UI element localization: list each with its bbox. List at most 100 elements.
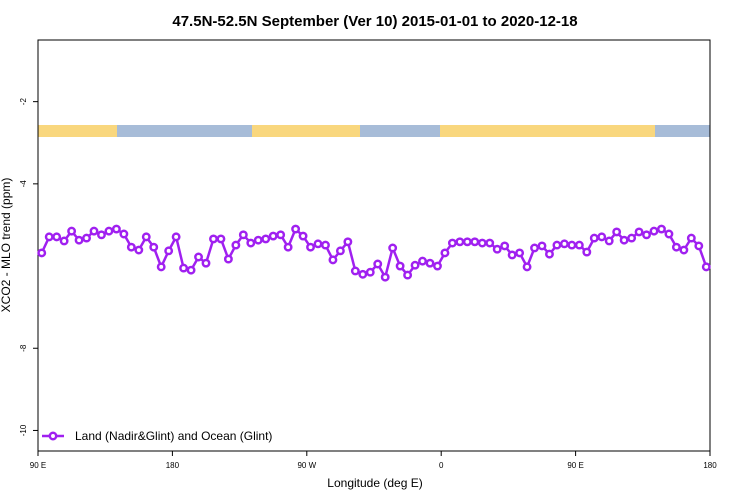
- x-tick-label: 90 E: [30, 461, 46, 470]
- data-point: [164, 246, 174, 256]
- data-point: [321, 240, 330, 250]
- data-point: [276, 230, 286, 240]
- data-point: [552, 240, 562, 250]
- data-point: [418, 256, 427, 266]
- data-point: [530, 243, 539, 253]
- data-point: [433, 261, 442, 271]
- legend-entry: Land (Nadir&Glint) and Ocean (Glint): [42, 429, 272, 443]
- data-point: [335, 246, 345, 256]
- data-point: [186, 265, 196, 275]
- legend-marker: [48, 431, 58, 441]
- data-point: [253, 235, 263, 245]
- data-point: [343, 237, 353, 247]
- data-point: [261, 234, 271, 244]
- data-point: [574, 240, 584, 250]
- data-point: [671, 242, 681, 252]
- data-point: [231, 240, 241, 250]
- data-point: [634, 227, 644, 237]
- data-point: [104, 226, 114, 236]
- data-point: [597, 232, 607, 242]
- data-point: [537, 241, 547, 251]
- y-tick-label: -8: [19, 344, 28, 352]
- land-ocean-strip: [38, 125, 710, 137]
- data-point: [470, 237, 480, 247]
- data-point: [649, 226, 659, 236]
- data-point: [37, 248, 47, 258]
- x-tick-label: 90 E: [567, 461, 583, 470]
- data-point: [313, 239, 323, 249]
- data-point: [373, 259, 383, 269]
- data-point: [388, 243, 398, 253]
- data-point: [589, 233, 599, 243]
- data-point: [515, 248, 525, 258]
- data-point: [89, 226, 99, 236]
- x-axis-title: Longitude (deg E): [327, 476, 422, 490]
- data-point: [59, 236, 69, 246]
- data-point: [201, 258, 211, 268]
- data-point: [67, 226, 77, 236]
- data-point: [74, 235, 84, 245]
- data-point: [52, 232, 62, 242]
- data-point: [306, 242, 315, 252]
- data-point: [238, 230, 248, 240]
- ocean-segment: [360, 125, 440, 137]
- data-point: [365, 267, 375, 277]
- data-point: [156, 262, 166, 272]
- data-point: [44, 232, 54, 242]
- y-axis-title: XCO2 - MLO trend (ppm): [0, 178, 13, 313]
- data-point: [462, 237, 472, 247]
- x-tick-label: 90 W: [297, 461, 316, 470]
- data-point: [701, 262, 711, 272]
- land-segment: [38, 125, 117, 137]
- data-point: [522, 262, 532, 272]
- data-point: [619, 235, 629, 245]
- data-point: [477, 238, 487, 248]
- data-point: [492, 244, 502, 254]
- data-point: [657, 224, 666, 234]
- legend-label: Land (Nadir&Glint) and Ocean (Glint): [75, 429, 272, 443]
- data-point: [358, 269, 368, 279]
- data-point: [82, 233, 91, 243]
- y-tick-label: -4: [19, 180, 28, 188]
- data-point: [395, 261, 405, 271]
- data-point: [686, 233, 696, 243]
- data-point: [380, 272, 390, 282]
- data-point: [216, 234, 226, 244]
- data-point: [179, 263, 189, 273]
- data-point: [126, 242, 136, 252]
- data-point: [440, 248, 450, 258]
- data-point: [298, 231, 308, 241]
- x-tick-label: 180: [703, 461, 717, 470]
- data-point: [567, 240, 577, 250]
- data-point: [97, 230, 106, 240]
- y-tick-label: -10: [19, 424, 28, 436]
- land-segment: [252, 125, 360, 137]
- plot-frame: [37, 39, 711, 452]
- data-point: [694, 241, 704, 251]
- data-point: [679, 245, 689, 255]
- data-point: [507, 250, 517, 260]
- x-tick-label: 0: [439, 461, 444, 470]
- data-point: [111, 224, 121, 234]
- data-point: [194, 252, 203, 262]
- data-point: [545, 249, 554, 259]
- chart-title: 47.5N-52.5N September (Ver 10) 2015-01-0…: [172, 13, 577, 30]
- data-point: [246, 238, 256, 248]
- data-point: [283, 242, 293, 252]
- data-point: [664, 229, 674, 239]
- data-point: [223, 254, 233, 264]
- data-point: [582, 247, 592, 257]
- ocean-segment: [655, 125, 710, 137]
- data-point: [559, 239, 569, 249]
- data-point: [209, 234, 218, 244]
- data-point: [455, 237, 465, 247]
- data-point: [425, 258, 435, 268]
- data-point: [291, 224, 301, 234]
- ocean-segment: [117, 125, 252, 137]
- data-point: [134, 245, 144, 255]
- data-point: [447, 238, 457, 248]
- land-segment: [440, 125, 655, 137]
- data-point: [642, 230, 651, 240]
- data-point: [612, 227, 622, 237]
